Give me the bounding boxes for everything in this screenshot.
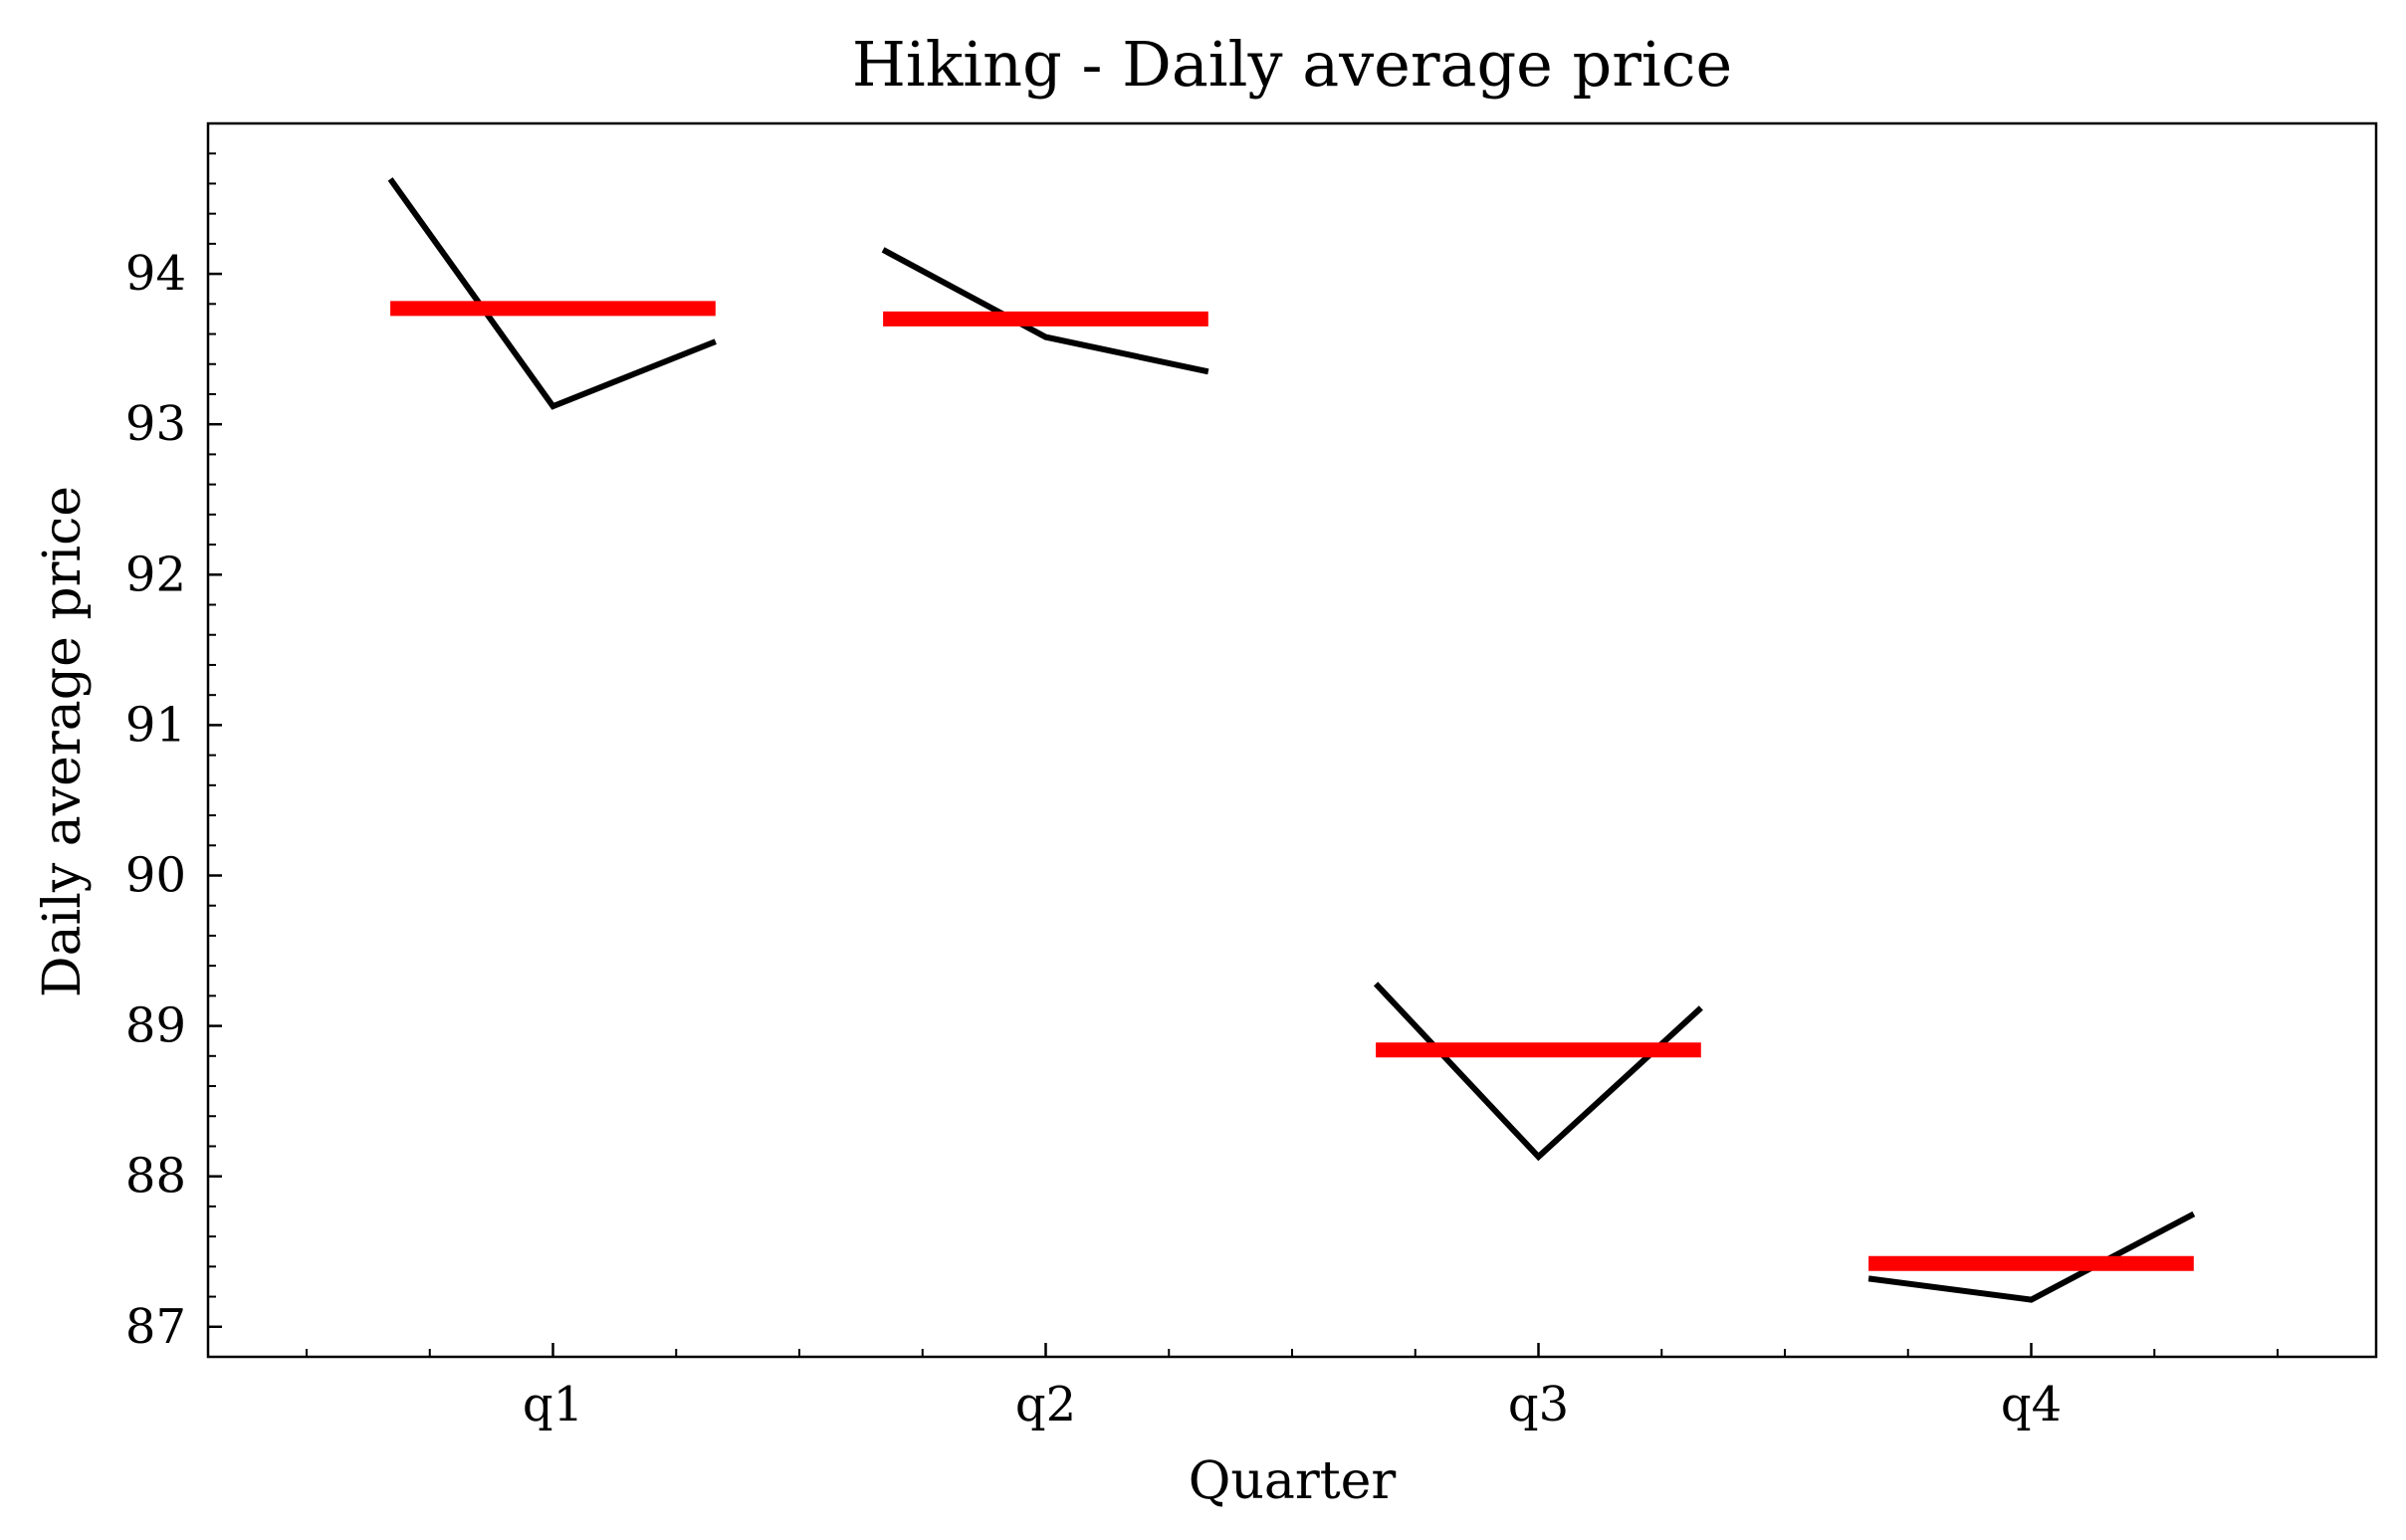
y-tick-label: 90: [125, 847, 186, 903]
x-axis-label: Quarter: [1189, 1451, 1397, 1511]
x-tick-label: q3: [1508, 1377, 1569, 1432]
x-tick-label: q1: [523, 1377, 583, 1432]
y-tick-label: 93: [125, 396, 186, 452]
series-line-q4: [1867, 1210, 2196, 1303]
axis-ticks: 87 88 89 90 91 92 93 94 q1 q2 q3 q4: [125, 152, 2279, 1432]
y-tick-label: 92: [125, 547, 186, 602]
y-axis-label: Daily average price: [33, 486, 93, 997]
y-tick-label: 87: [125, 1299, 186, 1355]
series-line-q1: [387, 177, 717, 410]
y-tick-label: 89: [125, 998, 186, 1054]
y-tick-label: 88: [125, 1149, 186, 1205]
x-tick-label: q2: [1015, 1377, 1076, 1432]
y-tick-label: 91: [125, 697, 186, 753]
x-tick-label: q4: [2001, 1377, 2062, 1432]
series-line-q3: [1373, 982, 1703, 1162]
plot-area: [387, 177, 2196, 1303]
y-tick-label: 94: [125, 246, 186, 302]
chart-title: Hiking - Daily average price: [852, 28, 1732, 101]
series-line-q2: [881, 247, 1209, 375]
